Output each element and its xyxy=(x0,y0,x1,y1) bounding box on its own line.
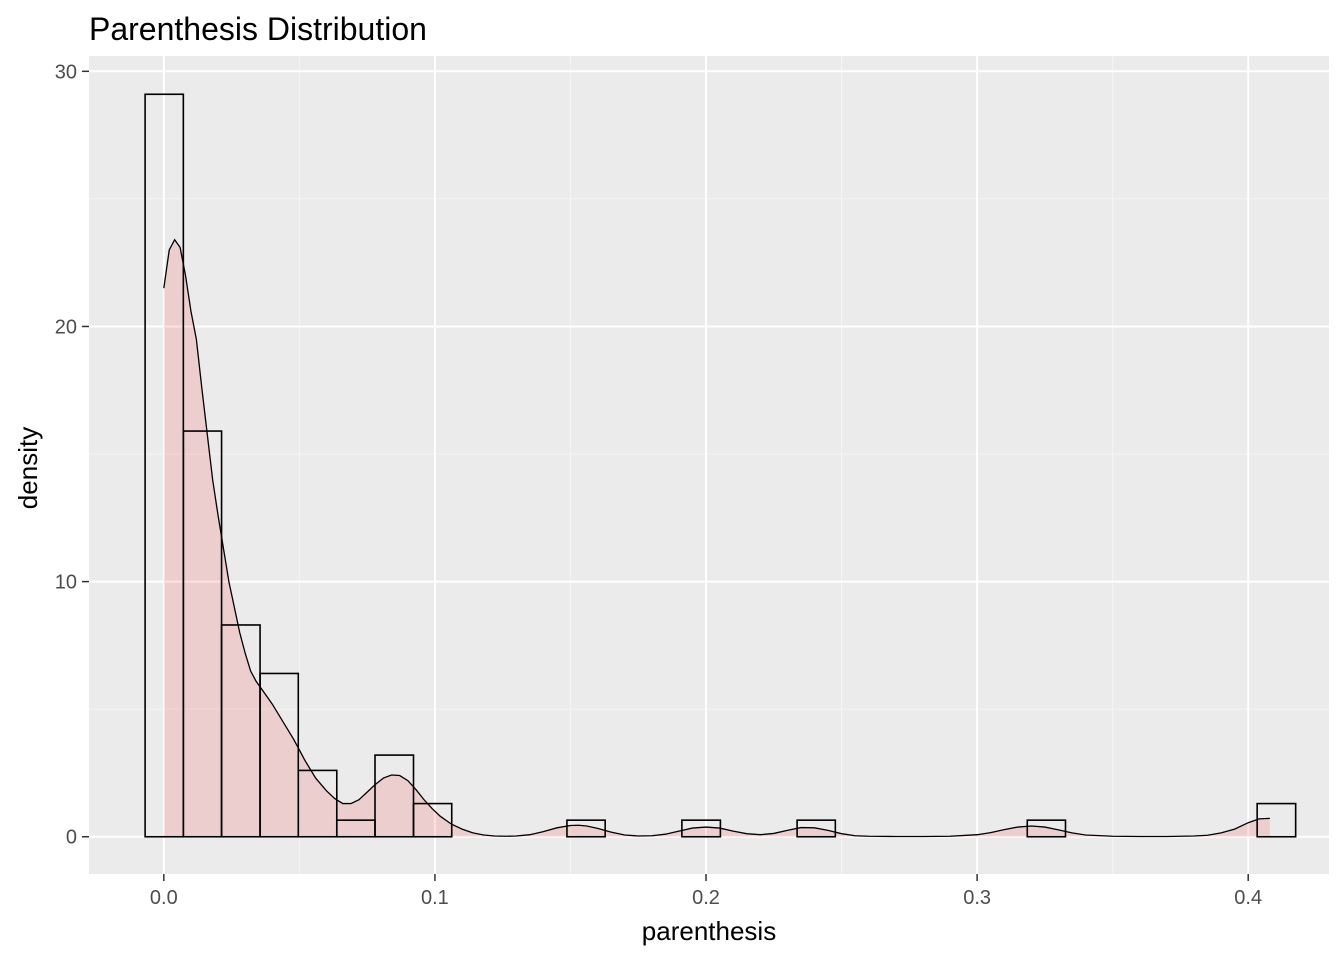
major-gridlines xyxy=(89,56,1329,874)
histogram-bar xyxy=(412,802,453,838)
density-curve-layer xyxy=(163,238,1270,838)
x-tick-label: 0.1 xyxy=(421,887,449,909)
x-axis: 0.0 0.1 0.2 0.3 0.4 xyxy=(150,874,1262,909)
x-axis-title: parenthesis xyxy=(642,916,776,946)
histogram-bar xyxy=(566,819,606,838)
plot-panel xyxy=(89,56,1329,874)
x-tick-label: 0.2 xyxy=(692,887,720,909)
y-axis-title: density xyxy=(13,427,43,509)
histogram-bar xyxy=(1256,802,1297,838)
x-tick-label: 0.3 xyxy=(963,887,991,909)
histogram-bar xyxy=(681,819,722,838)
minor-gridlines xyxy=(89,56,1329,874)
histogram-bar xyxy=(374,754,415,838)
y-tick-label: 20 xyxy=(55,316,77,338)
histogram-bars xyxy=(144,93,1297,838)
histogram-bar xyxy=(796,819,837,838)
histogram-bar xyxy=(1026,819,1067,838)
y-axis: 0 10 20 30 xyxy=(55,61,89,849)
x-tick-label: 0.0 xyxy=(150,887,178,909)
histogram-bar xyxy=(297,769,338,838)
density-area xyxy=(163,239,1270,837)
y-tick-label: 30 xyxy=(55,61,77,83)
histogram-bar xyxy=(259,672,300,838)
chart-title: Parenthesis Distribution xyxy=(89,11,427,47)
y-tick-label: 0 xyxy=(66,827,77,849)
x-tick-label: 0.4 xyxy=(1234,887,1262,909)
density-line xyxy=(163,238,1270,838)
y-tick-label: 10 xyxy=(55,572,77,594)
